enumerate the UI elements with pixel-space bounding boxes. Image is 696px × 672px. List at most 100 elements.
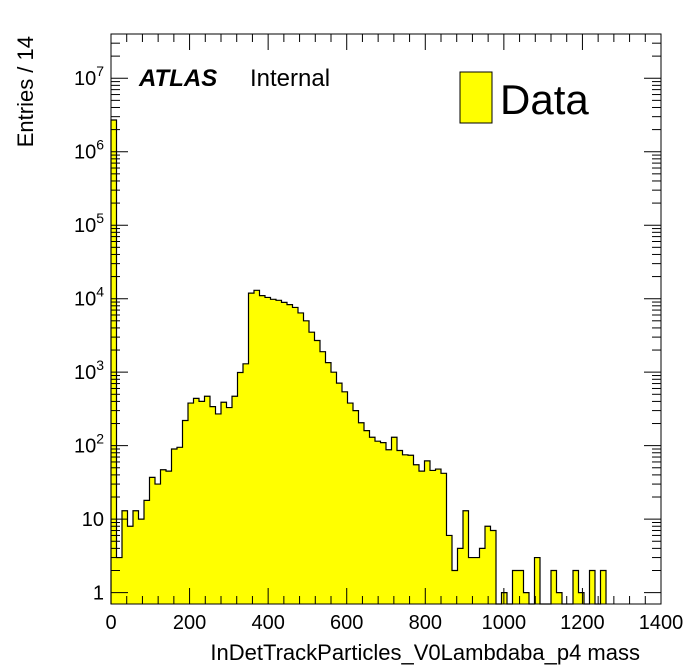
histogram-bin xyxy=(600,570,607,604)
atlas-label-bold: ATLAS xyxy=(138,65,217,92)
histogram-bin xyxy=(292,307,299,604)
histogram-bin xyxy=(149,477,156,604)
histogram-bin xyxy=(336,383,343,604)
histogram-bin xyxy=(369,437,376,604)
histogram-bin xyxy=(243,363,249,604)
x-axis-title: InDetTrackParticles_V0Lambdaba_p4 mass xyxy=(210,640,640,665)
histogram-bin xyxy=(204,396,211,604)
histogram-bin xyxy=(171,449,178,604)
y-tick-label: 107 xyxy=(74,63,104,90)
histogram-bin xyxy=(490,530,497,604)
histogram-bin xyxy=(281,302,288,604)
histogram-bin xyxy=(468,557,475,604)
histogram-bin xyxy=(512,570,519,604)
histogram-bin xyxy=(111,120,117,604)
y-tick-label: 10 xyxy=(82,509,104,531)
histogram-bin xyxy=(430,470,436,604)
histogram-bin xyxy=(226,407,233,604)
histogram-bin xyxy=(380,442,387,604)
histogram-bin xyxy=(578,592,585,604)
histogram-bin xyxy=(391,437,398,604)
y-tick-label: 1 xyxy=(93,583,104,605)
histogram-bin xyxy=(408,455,414,604)
y-tick-label: 106 xyxy=(74,137,104,164)
histogram-bin xyxy=(457,548,464,604)
histogram-bin xyxy=(259,295,266,604)
histogram-bin xyxy=(199,401,205,604)
histogram-bin xyxy=(413,464,420,604)
histogram-bin xyxy=(331,372,337,604)
histogram-bin xyxy=(556,592,563,604)
legend-label: Data xyxy=(500,76,589,123)
x-tick-label: 400 xyxy=(251,612,284,634)
histogram-bin xyxy=(221,402,227,604)
histogram-bin xyxy=(375,441,381,604)
atlas-label-internal: Internal xyxy=(250,65,330,92)
histogram-bin xyxy=(122,510,128,604)
histogram-bin xyxy=(210,406,216,604)
histogram-bin xyxy=(265,297,271,604)
histogram-bin xyxy=(166,471,172,604)
histogram-bin xyxy=(144,500,150,604)
histogram-bin xyxy=(435,469,442,604)
x-tick-label: 800 xyxy=(409,612,442,634)
histogram-bin xyxy=(116,557,123,604)
histogram-bin xyxy=(298,312,304,604)
plot-frame xyxy=(110,33,662,605)
histogram-bin xyxy=(474,557,480,604)
legend: Data xyxy=(459,71,589,124)
histogram-bin xyxy=(160,469,167,604)
x-tick-label: 0 xyxy=(105,612,116,634)
histogram-bin xyxy=(501,592,508,604)
y-tick-label: 105 xyxy=(74,210,104,237)
histogram-bin xyxy=(402,454,409,604)
histogram-bin xyxy=(133,510,139,604)
y-tick-label: 103 xyxy=(74,357,104,384)
histogram-bin xyxy=(353,410,359,604)
histogram-bin xyxy=(237,372,244,604)
histogram-bin xyxy=(248,293,255,604)
histogram-bin xyxy=(518,570,524,604)
histogram-bin xyxy=(232,396,238,604)
x-axis-ticks: 0 200 400 600 800 1000 1200 1400 xyxy=(105,34,683,634)
histogram-bin xyxy=(424,460,431,604)
histogram-bin xyxy=(441,473,447,604)
histogram-bin xyxy=(254,290,260,604)
histogram-bin xyxy=(270,299,277,604)
histogram-bin xyxy=(358,422,365,604)
x-tick-label: 200 xyxy=(173,612,206,634)
histogram-bin xyxy=(309,332,315,604)
histogram-bin xyxy=(342,391,348,604)
x-tick-label: 1400 xyxy=(639,612,684,634)
histogram-bin xyxy=(155,484,161,604)
histogram-bin xyxy=(463,510,469,604)
atlas-internal-label: ATLAS Internal xyxy=(138,65,330,92)
histogram-bin xyxy=(479,548,486,604)
histogram-bin xyxy=(320,351,326,604)
x-tick-label: 1200 xyxy=(560,612,605,634)
histogram-bin xyxy=(534,557,541,604)
histogram-bin xyxy=(215,413,222,604)
histogram-bin xyxy=(573,570,579,604)
histogram-bin xyxy=(386,449,392,604)
histogram-bin xyxy=(589,570,596,604)
x-tick-label: 1000 xyxy=(482,612,527,634)
histogram-bin xyxy=(138,519,145,604)
histogram-bin xyxy=(347,403,354,604)
histogram-bars xyxy=(110,119,607,605)
histogram-bin xyxy=(551,570,557,604)
legend-swatch xyxy=(459,71,493,124)
x-tick-label: 600 xyxy=(330,612,363,634)
histogram-bin xyxy=(485,526,491,604)
y-axis-title: Entries / 14 xyxy=(13,36,38,147)
histogram-bin xyxy=(523,592,530,604)
histogram-bin xyxy=(452,570,458,604)
histogram-bin xyxy=(177,447,183,604)
histogram-bin xyxy=(397,450,403,604)
histogram-bin xyxy=(419,471,425,604)
histogram-bin xyxy=(193,398,200,604)
y-tick-label: 104 xyxy=(74,284,104,311)
histogram-bin xyxy=(287,304,293,604)
histogram-bin xyxy=(314,340,321,604)
